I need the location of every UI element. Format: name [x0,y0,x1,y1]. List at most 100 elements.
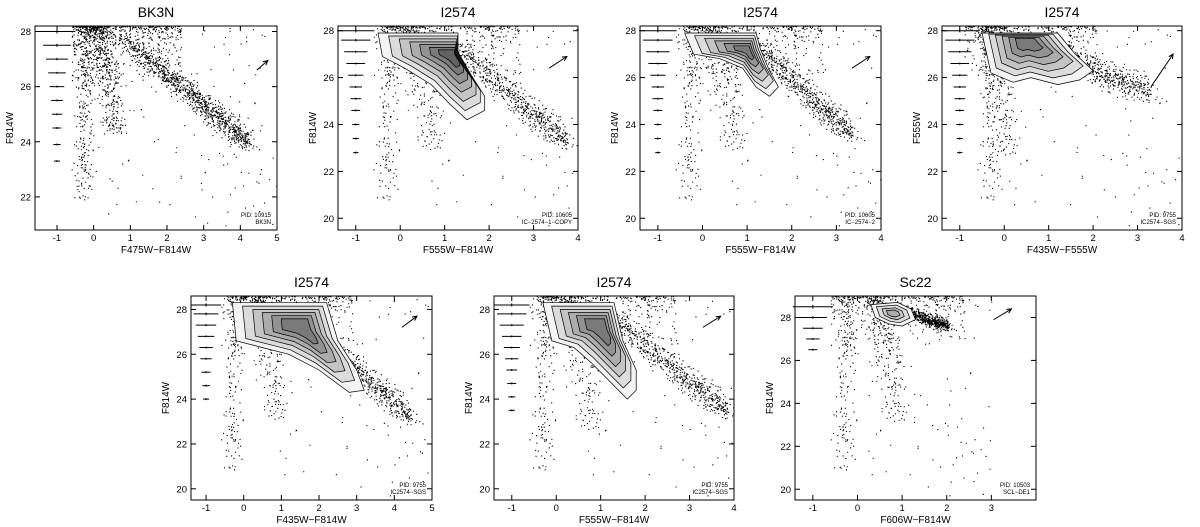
x-tick-label: 3 [1135,233,1140,244]
panel-title: I2574 [596,274,631,290]
pid-label: PID: 9755 [1149,213,1176,219]
x-tick-label: -1 [202,503,210,514]
panel-title: Sc22 [900,274,932,290]
x-axis-label: F606W−F814W [880,515,951,526]
field-label: IC2574−SGS [390,490,426,496]
scatter-points [830,296,993,497]
reddening-arrow [548,55,568,69]
y-tick-label: 22 [479,439,490,450]
x-tick-label: 1 [598,503,603,514]
pid-label: PID: 10503 [1000,483,1031,489]
x-tick-label: 0 [1002,233,1007,244]
density-contours [232,302,365,393]
x-tick-label: 4 [1179,233,1184,244]
reddening-arrow [993,308,1013,321]
scatter-points [71,26,277,227]
x-tick-label: 0 [855,503,860,514]
y-tick-label: 28 [323,26,334,37]
x-tick-label: 4 [575,233,580,244]
y-tick-label: 22 [625,167,636,178]
field-label: IC2574−SGS [1140,220,1176,226]
plot-frame [639,25,882,231]
y-tick-label: 22 [176,439,187,450]
x-tick-label: 5 [429,503,434,514]
x-tick-label: 3 [834,233,839,244]
panel-title: BK3N [138,4,175,20]
x-tick-label: 1 [744,233,749,244]
x-axis-label: F475W−F814W [121,245,192,256]
x-tick-label: 2 [164,233,169,244]
x-axis-label: F555W−F814W [423,245,494,256]
x-tick-label: 2 [944,503,949,514]
pid-label: PID: 9755 [399,483,426,489]
y-tick-label: 28 [479,305,490,316]
y-tick-label: 28 [176,305,187,316]
panel-title: I2574 [440,4,475,20]
field-label: IC2574−SGS [692,490,728,496]
field-label: IC−2574−1−COPY [522,220,572,226]
x-tick-label: 4 [731,503,736,514]
y-axis-label: F814W [5,111,16,144]
x-tick-label: 4 [878,233,883,244]
reddening-arrow [851,55,871,69]
error-bars [494,303,530,412]
error-bars [337,29,375,154]
y-tick-label: 24 [176,395,187,406]
x-tick-label: 1 [279,503,284,514]
plot-frame [337,25,579,231]
y-tick-label: 20 [323,214,334,225]
x-tick-label: 0 [91,233,96,244]
plot-frame [941,25,1183,231]
x-tick-label: -1 [53,233,61,244]
y-tick-label: 28 [927,26,938,37]
x-axis-label: F435W−F555W [1027,245,1098,256]
scatter-points [373,26,578,227]
y-tick-label: 22 [20,192,31,203]
x-tick-label: 5 [274,233,279,244]
y-tick-label: 24 [479,395,490,406]
x-tick-label: -1 [956,233,964,244]
panel-title: I2574 [743,4,778,20]
reddening-arrow [401,315,418,328]
scatter-points [529,296,734,497]
pid-label: PID: 10605 [845,213,876,219]
density-contours [684,32,779,97]
panel-title: I2574 [294,274,329,290]
x-tick-label: 4 [238,233,243,244]
plot-frame [190,295,433,501]
x-axis-label: F435W−F814W [276,515,347,526]
x-tick-label: 2 [642,503,647,514]
x-tick-label: 1 [899,503,904,514]
y-tick-label: 24 [625,120,636,131]
panel-title: I2574 [1044,4,1079,20]
plot-frame [794,295,1037,501]
x-tick-label: 1 [128,233,133,244]
x-tick-label: 0 [241,503,246,514]
y-tick-label: 28 [625,26,636,37]
x-tick-label: -1 [809,503,817,514]
error-bars [941,29,979,154]
y-tick-label: 20 [625,214,636,225]
y-tick-label: 20 [479,484,490,495]
reddening-arrow [256,59,269,71]
density-contours [870,302,916,327]
y-tick-label: 22 [323,167,334,178]
y-tick-label: 26 [780,356,791,367]
y-tick-label: 26 [20,82,31,93]
y-tick-label: 22 [927,167,938,178]
x-tick-label: 0 [700,233,705,244]
scatter-points [675,26,881,227]
reddening-arrow [1150,53,1174,88]
scatter-points [221,296,429,497]
x-tick-label: 3 [687,503,692,514]
y-tick-label: 20 [927,214,938,225]
y-tick-label: 24 [927,120,938,131]
pid-label: PID: 9755 [701,483,728,489]
